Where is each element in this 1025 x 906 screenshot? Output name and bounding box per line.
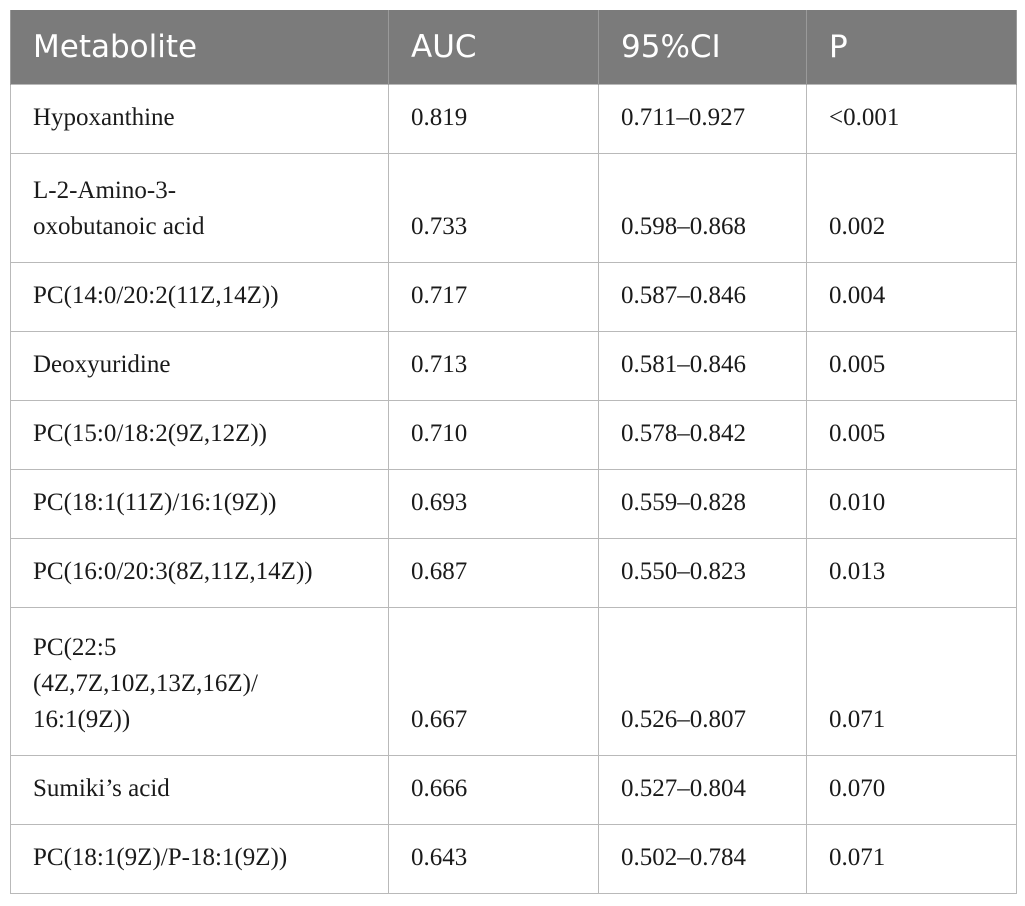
cell-metabolite: PC(16:0/20:3(8Z,11Z,14Z)) [10, 537, 389, 608]
cell-p: 0.010 [806, 468, 1017, 539]
cell-metabolite: PC(18:1(11Z)/16:1(9Z)) [10, 468, 389, 539]
cell-metabolite: PC(18:1(9Z)/P-18:1(9Z)) [10, 823, 389, 894]
cell-ci: 0.587–0.846 [598, 261, 807, 332]
cell-ci: 0.526–0.807 [598, 606, 807, 756]
cell-ci: 0.550–0.823 [598, 537, 807, 608]
cell-ci: 0.711–0.927 [598, 83, 807, 154]
table-row: L-2-Amino-3- oxobutanoic acid 0.733 0.59… [10, 152, 1017, 263]
table-row: Deoxyuridine 0.713 0.581–0.846 0.005 [10, 330, 1017, 401]
table-row: PC(22:5 (4Z,7Z,10Z,13Z,16Z)/ 16:1(9Z)) 0… [10, 606, 1017, 756]
metabolite-auc-table-container: Metabolite AUC 95%CI P Hypoxanthine 0.81… [10, 10, 1017, 894]
cell-auc: 0.667 [388, 606, 599, 756]
cell-auc: 0.666 [388, 754, 599, 825]
header-p: P [806, 10, 1017, 84]
cell-auc: 0.643 [388, 823, 599, 894]
cell-ci: 0.581–0.846 [598, 330, 807, 401]
cell-auc: 0.717 [388, 261, 599, 332]
cell-auc: 0.733 [388, 152, 599, 263]
cell-p: <0.001 [806, 83, 1017, 154]
cell-p: 0.005 [806, 399, 1017, 470]
cell-metabolite: PC(14:0/20:2(11Z,14Z)) [10, 261, 389, 332]
cell-ci: 0.559–0.828 [598, 468, 807, 539]
cell-auc: 0.713 [388, 330, 599, 401]
cell-p: 0.071 [806, 606, 1017, 756]
table-row: PC(18:1(9Z)/P-18:1(9Z)) 0.643 0.502–0.78… [10, 823, 1017, 894]
table-row: PC(16:0/20:3(8Z,11Z,14Z)) 0.687 0.550–0.… [10, 537, 1017, 608]
cell-ci: 0.527–0.804 [598, 754, 807, 825]
cell-auc: 0.710 [388, 399, 599, 470]
cell-metabolite: Hypoxanthine [10, 83, 389, 154]
header-95ci: 95%CI [598, 10, 807, 84]
table-row: PC(18:1(11Z)/16:1(9Z)) 0.693 0.559–0.828… [10, 468, 1017, 539]
table-row: PC(15:0/18:2(9Z,12Z)) 0.710 0.578–0.842 … [10, 399, 1017, 470]
cell-metabolite: L-2-Amino-3- oxobutanoic acid [10, 152, 389, 263]
cell-p: 0.005 [806, 330, 1017, 401]
cell-auc: 0.693 [388, 468, 599, 539]
cell-ci: 0.502–0.784 [598, 823, 807, 894]
metabolite-auc-table: Metabolite AUC 95%CI P Hypoxanthine 0.81… [10, 10, 1017, 894]
cell-ci: 0.598–0.868 [598, 152, 807, 263]
cell-ci: 0.578–0.842 [598, 399, 807, 470]
cell-p: 0.013 [806, 537, 1017, 608]
cell-auc: 0.687 [388, 537, 599, 608]
cell-metabolite: PC(22:5 (4Z,7Z,10Z,13Z,16Z)/ 16:1(9Z)) [10, 606, 389, 756]
table-row: PC(14:0/20:2(11Z,14Z)) 0.717 0.587–0.846… [10, 261, 1017, 332]
table-row: Sumiki’s acid 0.666 0.527–0.804 0.070 [10, 754, 1017, 825]
cell-p: 0.070 [806, 754, 1017, 825]
cell-p: 0.071 [806, 823, 1017, 894]
table-header-row: Metabolite AUC 95%CI P [10, 10, 1017, 84]
cell-auc: 0.819 [388, 83, 599, 154]
cell-p: 0.004 [806, 261, 1017, 332]
header-metabolite: Metabolite [10, 10, 389, 84]
cell-metabolite: Deoxyuridine [10, 330, 389, 401]
header-auc: AUC [388, 10, 599, 84]
cell-metabolite: Sumiki’s acid [10, 754, 389, 825]
cell-metabolite: PC(15:0/18:2(9Z,12Z)) [10, 399, 389, 470]
table-row: Hypoxanthine 0.819 0.711–0.927 <0.001 [10, 83, 1017, 154]
cell-p: 0.002 [806, 152, 1017, 263]
